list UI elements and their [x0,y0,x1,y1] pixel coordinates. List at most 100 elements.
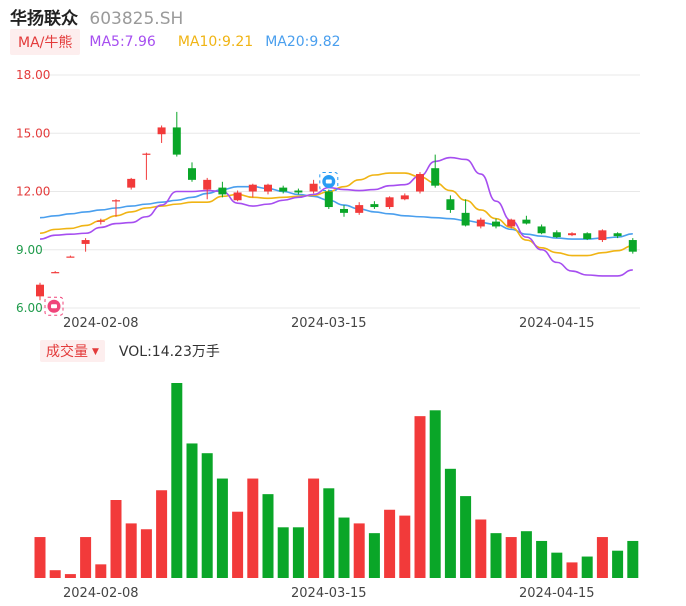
volume-bar[interactable] [353,523,365,578]
candle-body [127,178,136,188]
volume-bar[interactable] [34,537,46,578]
candle[interactable] [613,232,622,239]
candle[interactable] [142,152,151,180]
candle[interactable] [522,215,531,225]
volume-bar[interactable] [566,562,578,578]
candle[interactable] [203,177,212,200]
volume-bar[interactable] [384,509,396,578]
candle-body [370,204,379,208]
candle[interactable] [127,177,136,190]
candle[interactable] [598,229,607,242]
volume-bar[interactable] [581,556,593,578]
volume-bar[interactable] [110,500,122,578]
volume-bar[interactable] [140,529,152,578]
volume-bar[interactable] [399,515,411,578]
volume-bar[interactable] [277,527,289,578]
ma-legend: MA/牛熊 MA5:7.96 MA10:9.21 MA20:9.82 [10,29,341,55]
bull-icon[interactable] [44,296,64,316]
ma-bull-bear-toggle[interactable]: MA/牛熊 [10,29,81,55]
volume-bar[interactable] [551,552,563,578]
volume-bar[interactable] [429,410,441,578]
candle[interactable] [476,217,485,229]
candle-body [355,205,364,213]
volume-bar[interactable] [460,496,472,578]
candle[interactable] [36,282,44,301]
candle-body [36,284,44,297]
volume-bar[interactable] [216,478,228,578]
volume-bar[interactable] [95,564,107,578]
candle[interactable] [355,202,364,215]
candle-body [507,219,516,227]
candle[interactable] [552,230,561,239]
volume-bar[interactable] [490,533,502,578]
volume-indicator-dropdown[interactable]: 成交量 ▼ [40,340,105,362]
volume-bar[interactable] [247,478,259,578]
candle[interactable] [583,232,592,241]
volume-bar[interactable] [627,540,639,578]
candle-body [264,184,272,192]
volume-bar[interactable] [612,550,624,578]
volume-bar[interactable] [475,519,487,579]
candle[interactable] [172,111,181,157]
volume-bar[interactable] [444,468,456,578]
volume-bar[interactable] [338,517,350,578]
volume-bar[interactable] [49,570,61,578]
candle[interactable] [385,196,394,209]
candle[interactable] [233,190,242,202]
candle[interactable] [96,218,105,225]
volume-bar[interactable] [171,383,183,578]
candle-body [188,168,196,180]
ma20-line [39,185,633,240]
candle[interactable] [309,179,318,194]
volume-bar[interactable] [368,533,380,578]
x-tick-label: 2024-04-15 [519,586,595,601]
candle-body [218,187,227,195]
volume-bar[interactable] [186,443,198,578]
x-tick-label: 2024-03-15 [291,316,367,331]
volume-bar[interactable] [323,488,335,578]
candle[interactable] [568,232,576,237]
candle[interactable] [400,193,409,201]
volume-bar[interactable] [232,511,244,578]
candle[interactable] [492,218,500,229]
candle[interactable] [628,238,637,254]
candle[interactable] [279,185,288,194]
volume-bar[interactable] [262,494,274,578]
candle[interactable] [264,183,272,195]
candle[interactable] [81,238,90,252]
volume-bar[interactable] [292,527,304,578]
candle[interactable] [324,189,333,209]
volume-x-axis: 2024-02-08 2024-03-15 2024-04-15 [63,586,595,601]
volume-bar[interactable] [64,574,76,578]
candle[interactable] [416,172,424,194]
volume-bar[interactable] [596,537,608,578]
candle[interactable] [112,199,120,217]
candle[interactable] [218,181,227,198]
candle[interactable] [51,271,60,274]
bear-icon[interactable] [319,172,339,192]
candle[interactable] [340,205,348,217]
volume-bars [34,383,639,579]
candle[interactable] [461,199,470,227]
candle[interactable] [188,162,196,182]
volume-bar[interactable] [201,453,213,578]
volume-bar[interactable] [505,537,517,578]
candle[interactable] [446,195,455,213]
candle[interactable] [294,188,303,195]
candle[interactable] [370,201,379,209]
candle[interactable] [157,125,166,143]
volume-bar[interactable] [80,537,92,578]
candle-body [522,219,531,224]
candle[interactable] [537,224,546,235]
candle[interactable] [248,183,257,198]
volume-bar[interactable] [520,531,532,578]
candle[interactable] [507,218,516,229]
volume-bar[interactable] [308,478,320,578]
candle[interactable] [431,154,440,188]
volume-bar[interactable] [536,540,548,578]
volume-bar[interactable] [125,523,137,578]
candle[interactable] [66,255,75,258]
volume-bar[interactable] [156,490,168,578]
volume-bar[interactable] [414,416,426,578]
